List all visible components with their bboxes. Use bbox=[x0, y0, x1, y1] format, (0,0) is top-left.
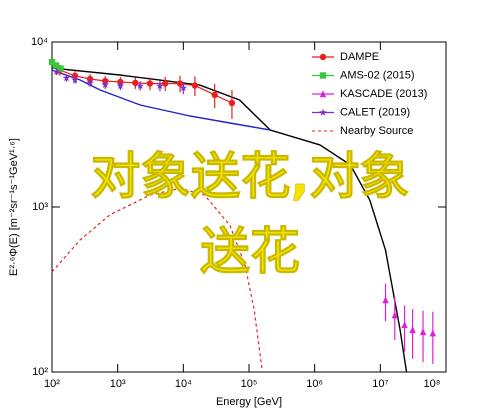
legend-label: CALET (2019) bbox=[340, 106, 410, 118]
marker bbox=[409, 326, 416, 334]
marker bbox=[146, 80, 154, 87]
marker bbox=[57, 65, 64, 72]
marker bbox=[136, 81, 144, 90]
marker bbox=[429, 329, 437, 337]
legend-item: KASCADE (2013) bbox=[312, 88, 427, 100]
marker bbox=[179, 83, 188, 92]
model-curve bbox=[51, 67, 408, 373]
y-tick-label: 10³ bbox=[32, 201, 48, 213]
marker bbox=[211, 91, 218, 99]
x-tick-label: 10³ bbox=[110, 378, 126, 390]
legend-item: CALET (2019) bbox=[312, 106, 410, 118]
legend-label: KASCADE (2013) bbox=[340, 88, 427, 100]
marker bbox=[116, 81, 125, 90]
y-tick-label: 10⁴ bbox=[31, 36, 48, 48]
marker bbox=[156, 81, 164, 90]
series-line bbox=[59, 69, 233, 104]
overlay-text: 送花 bbox=[200, 223, 300, 281]
marker bbox=[382, 296, 389, 304]
marker bbox=[62, 74, 71, 82]
marker bbox=[162, 80, 169, 87]
marker bbox=[86, 75, 94, 83]
legend-item: Nearby Source bbox=[312, 125, 413, 137]
marker bbox=[48, 58, 56, 66]
x-tick-label: 10⁵ bbox=[241, 378, 258, 390]
marker bbox=[71, 75, 79, 84]
marker bbox=[52, 67, 61, 75]
legend-item: AMS-02 (2015) bbox=[312, 69, 415, 81]
legend-label: Nearby Source bbox=[340, 125, 413, 137]
marker bbox=[228, 99, 236, 107]
marker bbox=[391, 311, 398, 319]
marker bbox=[401, 321, 408, 329]
marker bbox=[132, 79, 139, 87]
marker bbox=[86, 78, 94, 87]
x-axis-label: Energy [GeV] bbox=[216, 396, 282, 408]
marker bbox=[319, 53, 327, 61]
x-tick-label: 10⁸ bbox=[424, 378, 441, 390]
legend-label: DAMPE bbox=[340, 51, 379, 63]
marker bbox=[319, 90, 327, 98]
x-tick-label: 10⁷ bbox=[372, 378, 388, 390]
y-tick-label: 10² bbox=[32, 366, 48, 378]
x-tick-label: 10⁶ bbox=[306, 378, 323, 390]
y-axis-label: E²·⁶Φ(E) [m⁻²sr⁻¹s⁻¹GeV¹·⁶] bbox=[8, 138, 20, 276]
series-line bbox=[51, 187, 263, 373]
x-tick-label: 10⁴ bbox=[175, 378, 192, 390]
legend-label: AMS-02 (2015) bbox=[340, 69, 415, 81]
marker bbox=[176, 80, 184, 87]
marker bbox=[419, 328, 427, 336]
marker bbox=[319, 72, 327, 79]
overlay-text: 对象送花,对象 bbox=[91, 148, 410, 206]
marker bbox=[191, 82, 199, 89]
marker bbox=[101, 80, 109, 89]
x-tick-label: 10² bbox=[44, 378, 60, 390]
model-curve bbox=[51, 69, 271, 131]
marker bbox=[52, 62, 60, 69]
marker bbox=[319, 108, 327, 116]
legend-item: DAMPE bbox=[312, 51, 379, 63]
